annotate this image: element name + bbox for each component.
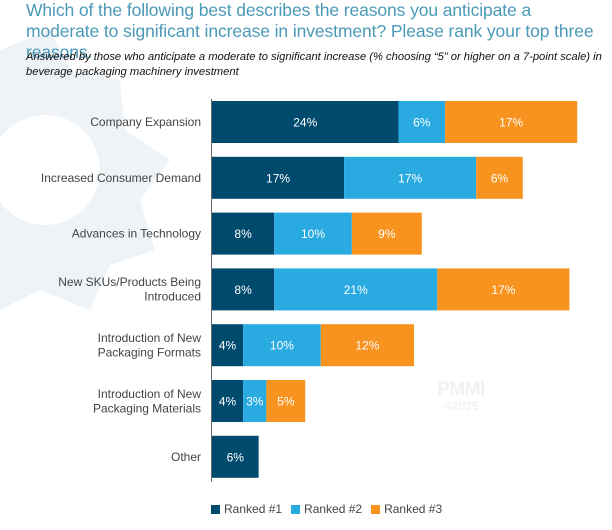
bar-segment-ranked-1	[212, 101, 399, 143]
bar-value-label: 21%	[344, 283, 368, 297]
category-label-line: Introduction of New	[98, 387, 202, 401]
legend-label-ranked-2: Ranked #2	[304, 502, 363, 516]
category-label-line: Other	[171, 450, 201, 464]
category-label-line: Advances in Technology	[72, 227, 201, 241]
bar-segment-ranked-3	[476, 156, 523, 199]
bar-value-label: 12%	[355, 339, 379, 353]
category-label: New SKUs/Products Being Introduced	[58, 275, 201, 304]
legend-item-ranked-1: Ranked #1	[211, 502, 282, 516]
bar-value-label: 9%	[378, 227, 396, 241]
bar-value-label: 17%	[491, 283, 515, 297]
bar-segment-ranked-3	[320, 324, 415, 367]
bar-segment-ranked-1	[212, 380, 244, 422]
bar-segment-ranked-2	[243, 324, 321, 367]
category-label-line: Introduced	[144, 290, 201, 304]
bar-segment-ranked-2	[274, 268, 438, 311]
bar-value-label: 17%	[499, 116, 523, 130]
bar-value-label: 4%	[219, 395, 237, 409]
bar-segment-ranked-3	[445, 101, 578, 143]
legend-swatch-ranked-3	[371, 504, 381, 514]
bar-value-label: 10%	[270, 339, 294, 353]
bar-value-label: 17%	[266, 171, 290, 185]
chart-subtitle: Answered by those who anticipate a moder…	[26, 51, 602, 78]
bar-segment-ranked-2	[274, 212, 352, 255]
category-label-line: Packaging Materials	[93, 401, 201, 415]
legend-item-ranked-2: Ranked #2	[291, 502, 362, 516]
bar-segment-ranked-1	[212, 212, 275, 255]
legend-label-ranked-3: Ranked #3	[384, 502, 443, 516]
bar-value-label: 17%	[398, 171, 422, 185]
category-label: Introduction of New Packaging Materials	[93, 387, 201, 416]
legend-item-ranked-3: Ranked #3	[371, 502, 442, 516]
bar-value-label: 10%	[301, 227, 325, 241]
bar-segment-ranked-3	[266, 380, 306, 422]
category-label: Increased Consumer Demand	[41, 171, 201, 185]
bar-segment-ranked-2	[398, 101, 446, 143]
bar-segment-ranked-1	[212, 435, 259, 478]
legend-swatch-ranked-1	[211, 504, 220, 514]
bar-value-label: 5%	[277, 395, 295, 409]
legend-label-ranked-1: Ranked #1	[224, 502, 283, 516]
watermark-year: ©2025	[443, 399, 479, 413]
bar-value-label: 6%	[491, 171, 509, 185]
chart-title: Which of the following best describes th…	[26, 0, 594, 62]
category-label-line: Introduction of New	[98, 331, 202, 345]
bar-segment-ranked-1	[212, 324, 244, 367]
bar-value-label: 4%	[219, 339, 237, 353]
legend: Ranked #1 Ranked #2 Ranked #3	[211, 502, 451, 516]
bar-value-label: 6%	[227, 450, 245, 464]
bar-value-label: 8%	[234, 227, 252, 241]
watermark-brand: PMMI	[437, 379, 485, 400]
bar-segment-ranked-3	[437, 268, 570, 311]
bar-segment-ranked-1	[212, 156, 345, 199]
bar-segment-ranked-2	[243, 380, 267, 422]
bar-value-label: 24%	[293, 116, 317, 130]
category-label-line: Company Expansion	[90, 115, 201, 129]
bar-value-label: 6%	[413, 116, 431, 130]
bar-segment-ranked-2	[344, 156, 477, 199]
category-label: Advances in Technology	[72, 227, 201, 241]
category-label: Introduction of New Packaging Formats	[98, 331, 202, 360]
category-label-line: Increased Consumer Demand	[41, 171, 201, 185]
gear-watermark-icon	[0, 30, 170, 310]
bar-value-label: 8%	[234, 283, 252, 297]
category-label: Company Expansion	[90, 115, 201, 129]
category-label: Other	[171, 450, 201, 464]
category-label-line: Packaging Formats	[98, 345, 201, 359]
legend-swatch-ranked-2	[291, 504, 301, 514]
pmmi-watermark: PMMI ©2025	[416, 379, 506, 413]
bar-segment-ranked-1	[212, 268, 275, 311]
bar-value-label: 3%	[246, 395, 264, 409]
category-label-line: New SKUs/Products Being	[58, 275, 201, 289]
bar-segment-ranked-3	[351, 212, 422, 255]
